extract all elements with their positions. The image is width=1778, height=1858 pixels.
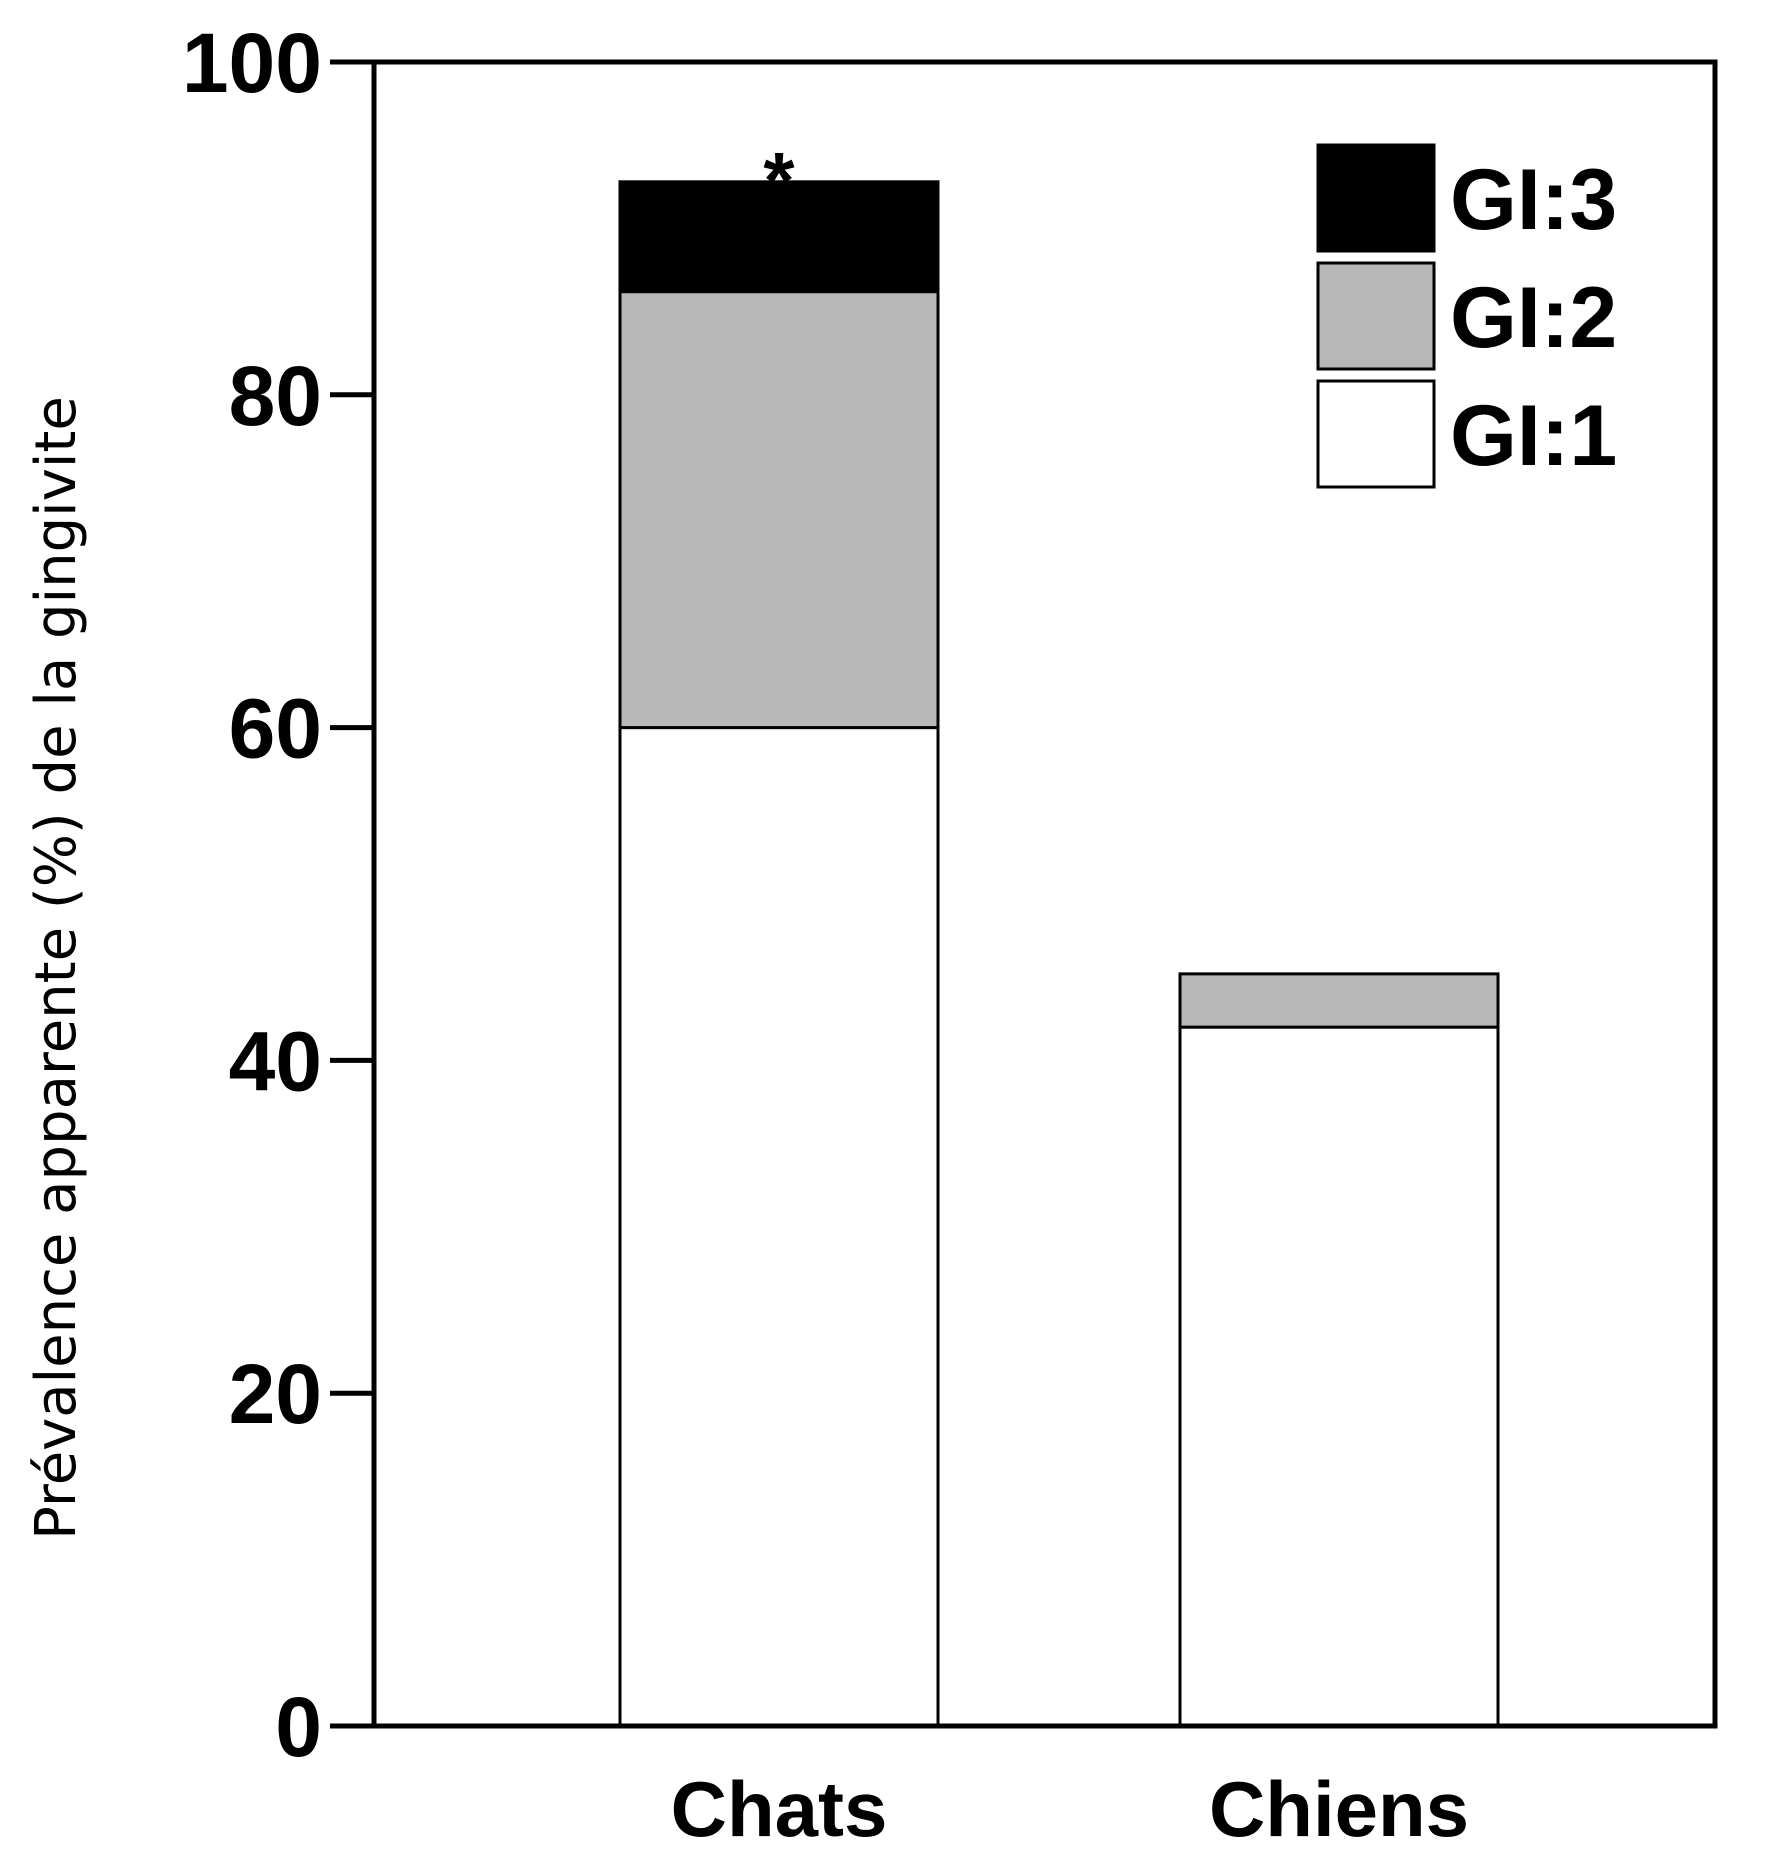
- bar-chats-gi-2: [618, 290, 940, 730]
- bar-chats-gi-1: [618, 726, 940, 1728]
- legend-label-gi-2: GI:2: [1450, 270, 1617, 366]
- significance-asterisk: *: [763, 136, 795, 225]
- legend: GI:3 GI:2 GI:1: [1316, 143, 1617, 489]
- y-tick-label: 0: [275, 1680, 322, 1774]
- y-tick-label: 80: [229, 349, 322, 443]
- legend-swatch-gi-1: [1316, 379, 1436, 489]
- bars: [618, 180, 1500, 1728]
- annotations: *: [763, 136, 795, 225]
- bar-chiens-gi-2: [1178, 972, 1500, 1029]
- y-axis-label: Prévalence apparente (%) de la gingivite: [24, 396, 89, 1540]
- legend-swatch-gi-2: [1316, 261, 1436, 371]
- bar-chats-gi-3: [618, 180, 940, 294]
- x-axis: Chats Chiens: [671, 1765, 1469, 1853]
- x-tick-label-chats: Chats: [671, 1765, 888, 1853]
- y-tick-label: 60: [229, 682, 322, 776]
- y-axis: 0 20 40 60 80 100: [182, 16, 374, 1774]
- legend-label-gi-1: GI:1: [1450, 388, 1617, 484]
- legend-swatch-gi-3: [1316, 143, 1436, 253]
- y-tick-label: 100: [182, 16, 322, 110]
- plot-frame: [371, 59, 1718, 1729]
- x-tick-label-chiens: Chiens: [1209, 1765, 1469, 1853]
- bar-chiens-gi-1: [1178, 1025, 1500, 1728]
- legend-label-gi-3: GI:3: [1450, 152, 1617, 248]
- y-tick-label: 20: [229, 1347, 322, 1441]
- y-tick-label: 40: [229, 1014, 322, 1108]
